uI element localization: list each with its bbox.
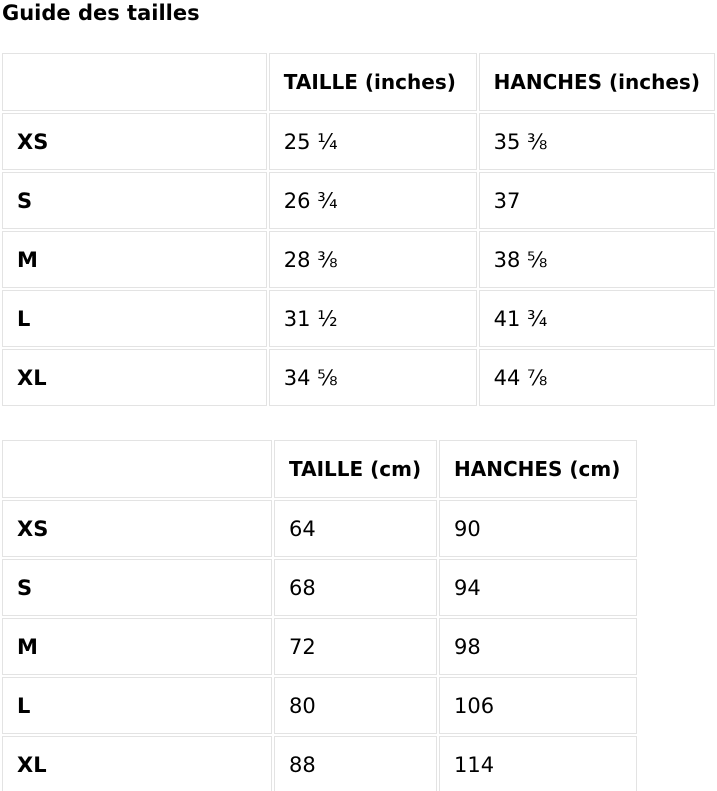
- size-label: XL: [2, 736, 272, 791]
- taille-value: 68: [274, 559, 437, 616]
- size-label: M: [2, 231, 267, 288]
- size-label: L: [2, 677, 272, 734]
- hanches-value: 114: [439, 736, 637, 791]
- taille-value: 80: [274, 677, 437, 734]
- table-header-row: TAILLE (inches) HANCHES (inches): [2, 53, 715, 111]
- size-label: S: [2, 559, 272, 616]
- size-table-cm: TAILLE (cm) HANCHES (cm) XS 64 90 S 68 9…: [0, 438, 639, 791]
- header-cell-empty: [2, 53, 267, 111]
- table-row-l: L 80 106: [2, 677, 637, 734]
- size-label: M: [2, 618, 272, 675]
- size-label: XL: [2, 349, 267, 406]
- table-row-m: M 28 ⅜ 38 ⅝: [2, 231, 715, 288]
- size-label: L: [2, 290, 267, 347]
- hanches-value: 94: [439, 559, 637, 616]
- table-row-xs: XS 64 90: [2, 500, 637, 557]
- hanches-value: 41 ¾: [478, 290, 715, 347]
- size-label: XS: [2, 500, 272, 557]
- table-row-xl: XL 88 114: [2, 736, 637, 791]
- taille-value: 26 ¾: [268, 172, 477, 229]
- page-title: Guide des tailles: [2, 1, 200, 25]
- hanches-value: 37: [478, 172, 715, 229]
- hanches-value: 44 ⅞: [478, 349, 715, 406]
- taille-value: 34 ⅝: [268, 349, 477, 406]
- size-label: S: [2, 172, 267, 229]
- header-cell-taille-inches: TAILLE (inches): [268, 53, 477, 111]
- taille-value: 28 ⅜: [268, 231, 477, 288]
- hanches-value: 90: [439, 500, 637, 557]
- table-header-row: TAILLE (cm) HANCHES (cm): [2, 440, 637, 498]
- hanches-value: 98: [439, 618, 637, 675]
- taille-value: 64: [274, 500, 437, 557]
- table-row-xs: XS 25 ¼ 35 ⅜: [2, 113, 715, 170]
- header-cell-hanches-cm: HANCHES (cm): [439, 440, 637, 498]
- taille-value: 31 ½: [268, 290, 477, 347]
- hanches-value: 38 ⅝: [478, 231, 715, 288]
- hanches-value: 106: [439, 677, 637, 734]
- header-cell-hanches-inches: HANCHES (inches): [478, 53, 715, 111]
- table-row-s: S 68 94: [2, 559, 637, 616]
- header-cell-taille-cm: TAILLE (cm): [274, 440, 437, 498]
- table-row-l: L 31 ½ 41 ¾: [2, 290, 715, 347]
- taille-value: 72: [274, 618, 437, 675]
- table-row-m: M 72 98: [2, 618, 637, 675]
- size-label: XS: [2, 113, 267, 170]
- taille-value: 25 ¼: [268, 113, 477, 170]
- table-row-xl: XL 34 ⅝ 44 ⅞: [2, 349, 715, 406]
- size-table-inches: TAILLE (inches) HANCHES (inches) XS 25 ¼…: [0, 51, 717, 408]
- hanches-value: 35 ⅜: [478, 113, 715, 170]
- header-cell-empty: [2, 440, 272, 498]
- taille-value: 88: [274, 736, 437, 791]
- table-row-s: S 26 ¾ 37: [2, 172, 715, 229]
